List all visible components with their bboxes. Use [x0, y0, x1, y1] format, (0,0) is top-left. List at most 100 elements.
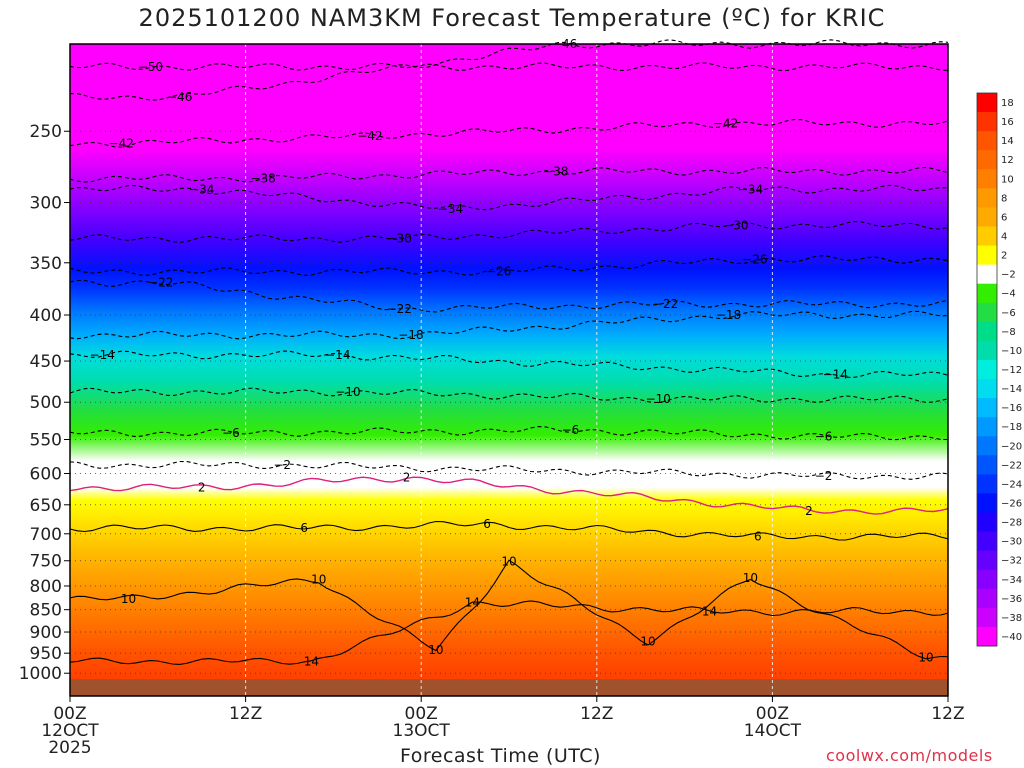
y-tick-label: 550 [30, 430, 62, 450]
colorbar-label: −30 [1001, 537, 1022, 548]
contour-label: −2 [815, 469, 833, 483]
x-tick-label: 00Z [756, 704, 789, 724]
colorbar-swatch [977, 493, 997, 514]
colorbar-label: −20 [1001, 441, 1022, 452]
colorbar-label: −26 [1001, 498, 1022, 509]
contour-label: −34 [189, 182, 214, 196]
contour-line-6 [69, 520, 949, 541]
colorbar-swatch [977, 455, 997, 475]
colorbar-frame [976, 92, 998, 647]
contour-label: −6 [222, 426, 240, 440]
x-tick-label: 12Z [931, 704, 964, 724]
colorbar-swatch [977, 550, 997, 571]
contour-label: −18 [398, 328, 423, 342]
contour-label: −14 [823, 368, 848, 382]
x-tick-date: 12OCT [41, 721, 99, 741]
contour-line-m18 [69, 310, 949, 340]
colorbar: 18 16 14 12 10 8 6 4 2 −2 −4 −6 −8 −10 −12 −14 −16 −18 −20… [976, 92, 1022, 647]
contour-label: 6 [483, 517, 491, 531]
contour-label: 14 [702, 605, 717, 619]
y-tick-label: 900 [30, 623, 62, 643]
colorbar-label: 6 [1001, 212, 1007, 223]
colorbar-swatch [977, 512, 997, 533]
y-tick-label: 750 [30, 552, 62, 572]
y-tick-label: 400 [30, 306, 62, 326]
x-tick-date: 14OCT [744, 721, 802, 741]
y-tick-label: 350 [30, 254, 62, 274]
colorbar-label: −18 [1001, 422, 1022, 433]
contour-label: −22 [653, 297, 678, 311]
x-tick-label: 00Z [405, 704, 438, 724]
colorbar-label: −10 [1001, 346, 1022, 357]
contour-label: 10 [918, 650, 933, 664]
contour-label: 10 [640, 634, 655, 648]
colorbar-label: 18 [1001, 98, 1014, 109]
contour-line-m50 [69, 62, 949, 72]
contour-label: 14 [304, 654, 319, 668]
colorbar-label: 16 [1001, 117, 1014, 128]
contour-label: 10 [428, 643, 443, 657]
y-tick-label: 700 [30, 525, 62, 545]
colorbar-swatch [977, 245, 997, 266]
contour-line-14 [69, 600, 949, 665]
contour-label: 10 [121, 592, 136, 606]
y-tick-label: 800 [30, 577, 62, 597]
x-tick-label: 12Z [229, 704, 262, 724]
contour-label: 10 [311, 573, 326, 587]
contour-label: −30 [723, 218, 748, 232]
colorbar-swatch [977, 359, 997, 380]
contour-label: −6 [562, 423, 580, 437]
colorbar-swatch [977, 264, 997, 285]
plot-frame [69, 43, 949, 697]
contour-line-2 [69, 476, 949, 515]
chart-title: 2025101200 NAM3KM Forecast Temperature (… [138, 4, 886, 32]
colorbar-label: −24 [1001, 479, 1022, 490]
contour-line-m2 [69, 460, 949, 480]
contour-label: −10 [646, 392, 671, 406]
contour-lines [69, 39, 949, 665]
colorbar-label: −32 [1001, 556, 1022, 567]
contour-label: −34 [738, 182, 763, 196]
contour-label: −38 [543, 164, 568, 178]
contour-label: 10 [501, 554, 516, 568]
colorbar-swatch [977, 131, 997, 151]
credit-link[interactable]: coolwx.com/models [826, 746, 993, 765]
ground-surface [70, 679, 948, 696]
contour-label: −14 [90, 348, 115, 362]
colorbar-label: 8 [1001, 193, 1007, 204]
contour-line-m34 [69, 184, 949, 211]
y-tick-label: 450 [30, 352, 62, 372]
contour-label: −6 [815, 430, 833, 444]
contour-label: −22 [148, 275, 173, 289]
colorbar-swatch [977, 93, 997, 113]
colorbar-label: −16 [1001, 403, 1022, 414]
contour-line-m22 [69, 279, 949, 313]
colorbar-swatch [977, 169, 997, 189]
contour-line-m42 [69, 118, 949, 148]
colorbar-label: −28 [1001, 518, 1022, 529]
contour-line-m30 [69, 221, 949, 243]
contour-label: 6 [300, 521, 308, 535]
contour-label: −42 [713, 116, 738, 130]
contour-line-m26 [69, 255, 949, 276]
contour-label: 6 [754, 530, 762, 544]
contour-label: 14 [465, 596, 480, 610]
colorbar-label: −6 [1001, 308, 1016, 319]
temperature-field [70, 44, 948, 696]
y-tick-label: 650 [30, 496, 62, 516]
colorbar-swatch [977, 150, 997, 170]
contour-label: 2 [805, 504, 813, 518]
colorbar-label: 12 [1001, 155, 1014, 166]
colorbar-label: 14 [1001, 136, 1014, 147]
contour-label: 2 [403, 470, 411, 484]
contour-label: 2 [198, 481, 206, 495]
contour-label: −38 [250, 171, 275, 185]
colorbar-swatch [977, 302, 997, 323]
contour-label: 10 [743, 571, 758, 585]
colorbar-label: −14 [1001, 384, 1022, 395]
contour-line-m10 [69, 387, 949, 404]
colorbar-swatch [977, 626, 997, 647]
contour-line-m6 [69, 426, 949, 441]
colorbar-swatch [977, 417, 997, 437]
